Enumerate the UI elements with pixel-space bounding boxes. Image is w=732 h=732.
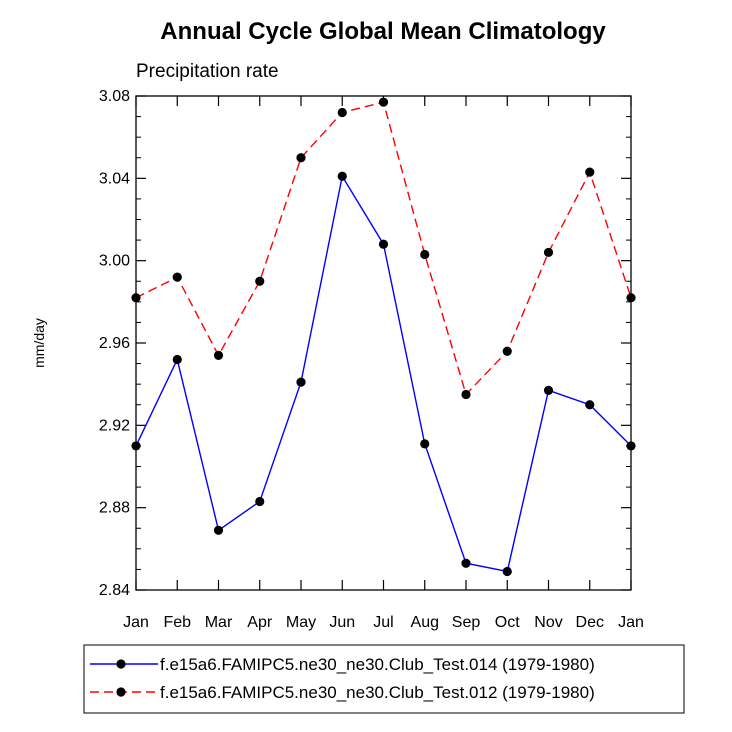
x-tick-label: May xyxy=(286,614,316,631)
x-tick-label: Nov xyxy=(534,614,562,631)
x-tick-label: Dec xyxy=(576,614,604,631)
series-2-point xyxy=(543,247,554,258)
x-tick-label: Jun xyxy=(329,614,355,631)
x-tick-label: Jan xyxy=(618,614,644,631)
y-tick-label: 3.00 xyxy=(99,253,130,270)
x-tick-label: Sep xyxy=(452,614,481,631)
series-2-point xyxy=(461,389,471,400)
series-2-point xyxy=(172,272,182,282)
x-tick-labels: Jan Feb Mar Apr May Jun Jul Aug Sep Oct Nov Dec Jan xyxy=(123,614,644,631)
series-1-point xyxy=(378,239,389,249)
legend-marker-2 xyxy=(116,687,126,697)
x-tick-label: Apr xyxy=(247,614,273,631)
x-tick-label: Jan xyxy=(123,614,149,631)
plot-frame xyxy=(135,95,632,591)
y-tick-labels: 2.84 2.88 2.92 2.96 3.00 3.04 3.08 xyxy=(99,88,130,599)
x-tick-label: Feb xyxy=(163,614,191,631)
series-2-point xyxy=(296,153,306,163)
series-1-point xyxy=(502,566,512,577)
x-tick-label: Oct xyxy=(495,614,520,631)
series-layer xyxy=(131,97,636,577)
series-1-point xyxy=(172,354,182,365)
series-2-point xyxy=(255,276,265,286)
series-1-point xyxy=(255,496,265,507)
series-2-point xyxy=(213,350,224,360)
series-2-point xyxy=(502,346,512,356)
y-tick-label: 2.96 xyxy=(99,335,130,352)
legend-entry-1: f.e15a6.FAMIPC5.ne30_ne30.Club_Test.014 … xyxy=(90,655,595,674)
y-tick-label: 3.08 xyxy=(99,88,130,105)
legend-label-2: f.e15a6.FAMIPC5.ne30_ne30.Club_Test.012 … xyxy=(160,683,595,702)
series-2-point xyxy=(337,107,347,118)
x-tick-label: Aug xyxy=(411,614,439,631)
series-2-point xyxy=(420,249,430,260)
y-tick-label: 2.84 xyxy=(99,582,130,599)
y-tick-label: 3.04 xyxy=(99,170,130,187)
y-tick-label: 2.92 xyxy=(99,417,130,434)
y-tick-label: 2.88 xyxy=(99,500,130,517)
series-1-point xyxy=(337,171,347,181)
series-1-point xyxy=(213,525,224,535)
legend: f.e15a6.FAMIPC5.ne30_ne30.Club_Test.014 … xyxy=(83,644,685,714)
series-1-point xyxy=(543,385,554,395)
axis-ticks xyxy=(135,95,632,591)
x-tick-label: Mar xyxy=(205,614,233,631)
legend-entry-2: f.e15a6.FAMIPC5.ne30_ne30.Club_Test.012 … xyxy=(90,683,595,702)
chart-title: Annual Cycle Global Mean Climatology xyxy=(160,18,606,45)
series-1-point xyxy=(461,558,471,568)
series-2-point xyxy=(585,167,595,177)
legend-marker-1 xyxy=(116,659,126,669)
legend-box xyxy=(83,644,685,714)
series-1-point xyxy=(420,439,430,449)
x-tick-label: Jul xyxy=(373,614,393,631)
series-1-point xyxy=(585,400,595,410)
series-1-point xyxy=(296,377,306,387)
series-2-point xyxy=(378,97,389,107)
legend-label-1: f.e15a6.FAMIPC5.ne30_ne30.Club_Test.014 … xyxy=(160,655,595,674)
chart-subtitle: Precipitation rate xyxy=(136,61,279,82)
y-axis-label: mm/day xyxy=(31,318,47,368)
